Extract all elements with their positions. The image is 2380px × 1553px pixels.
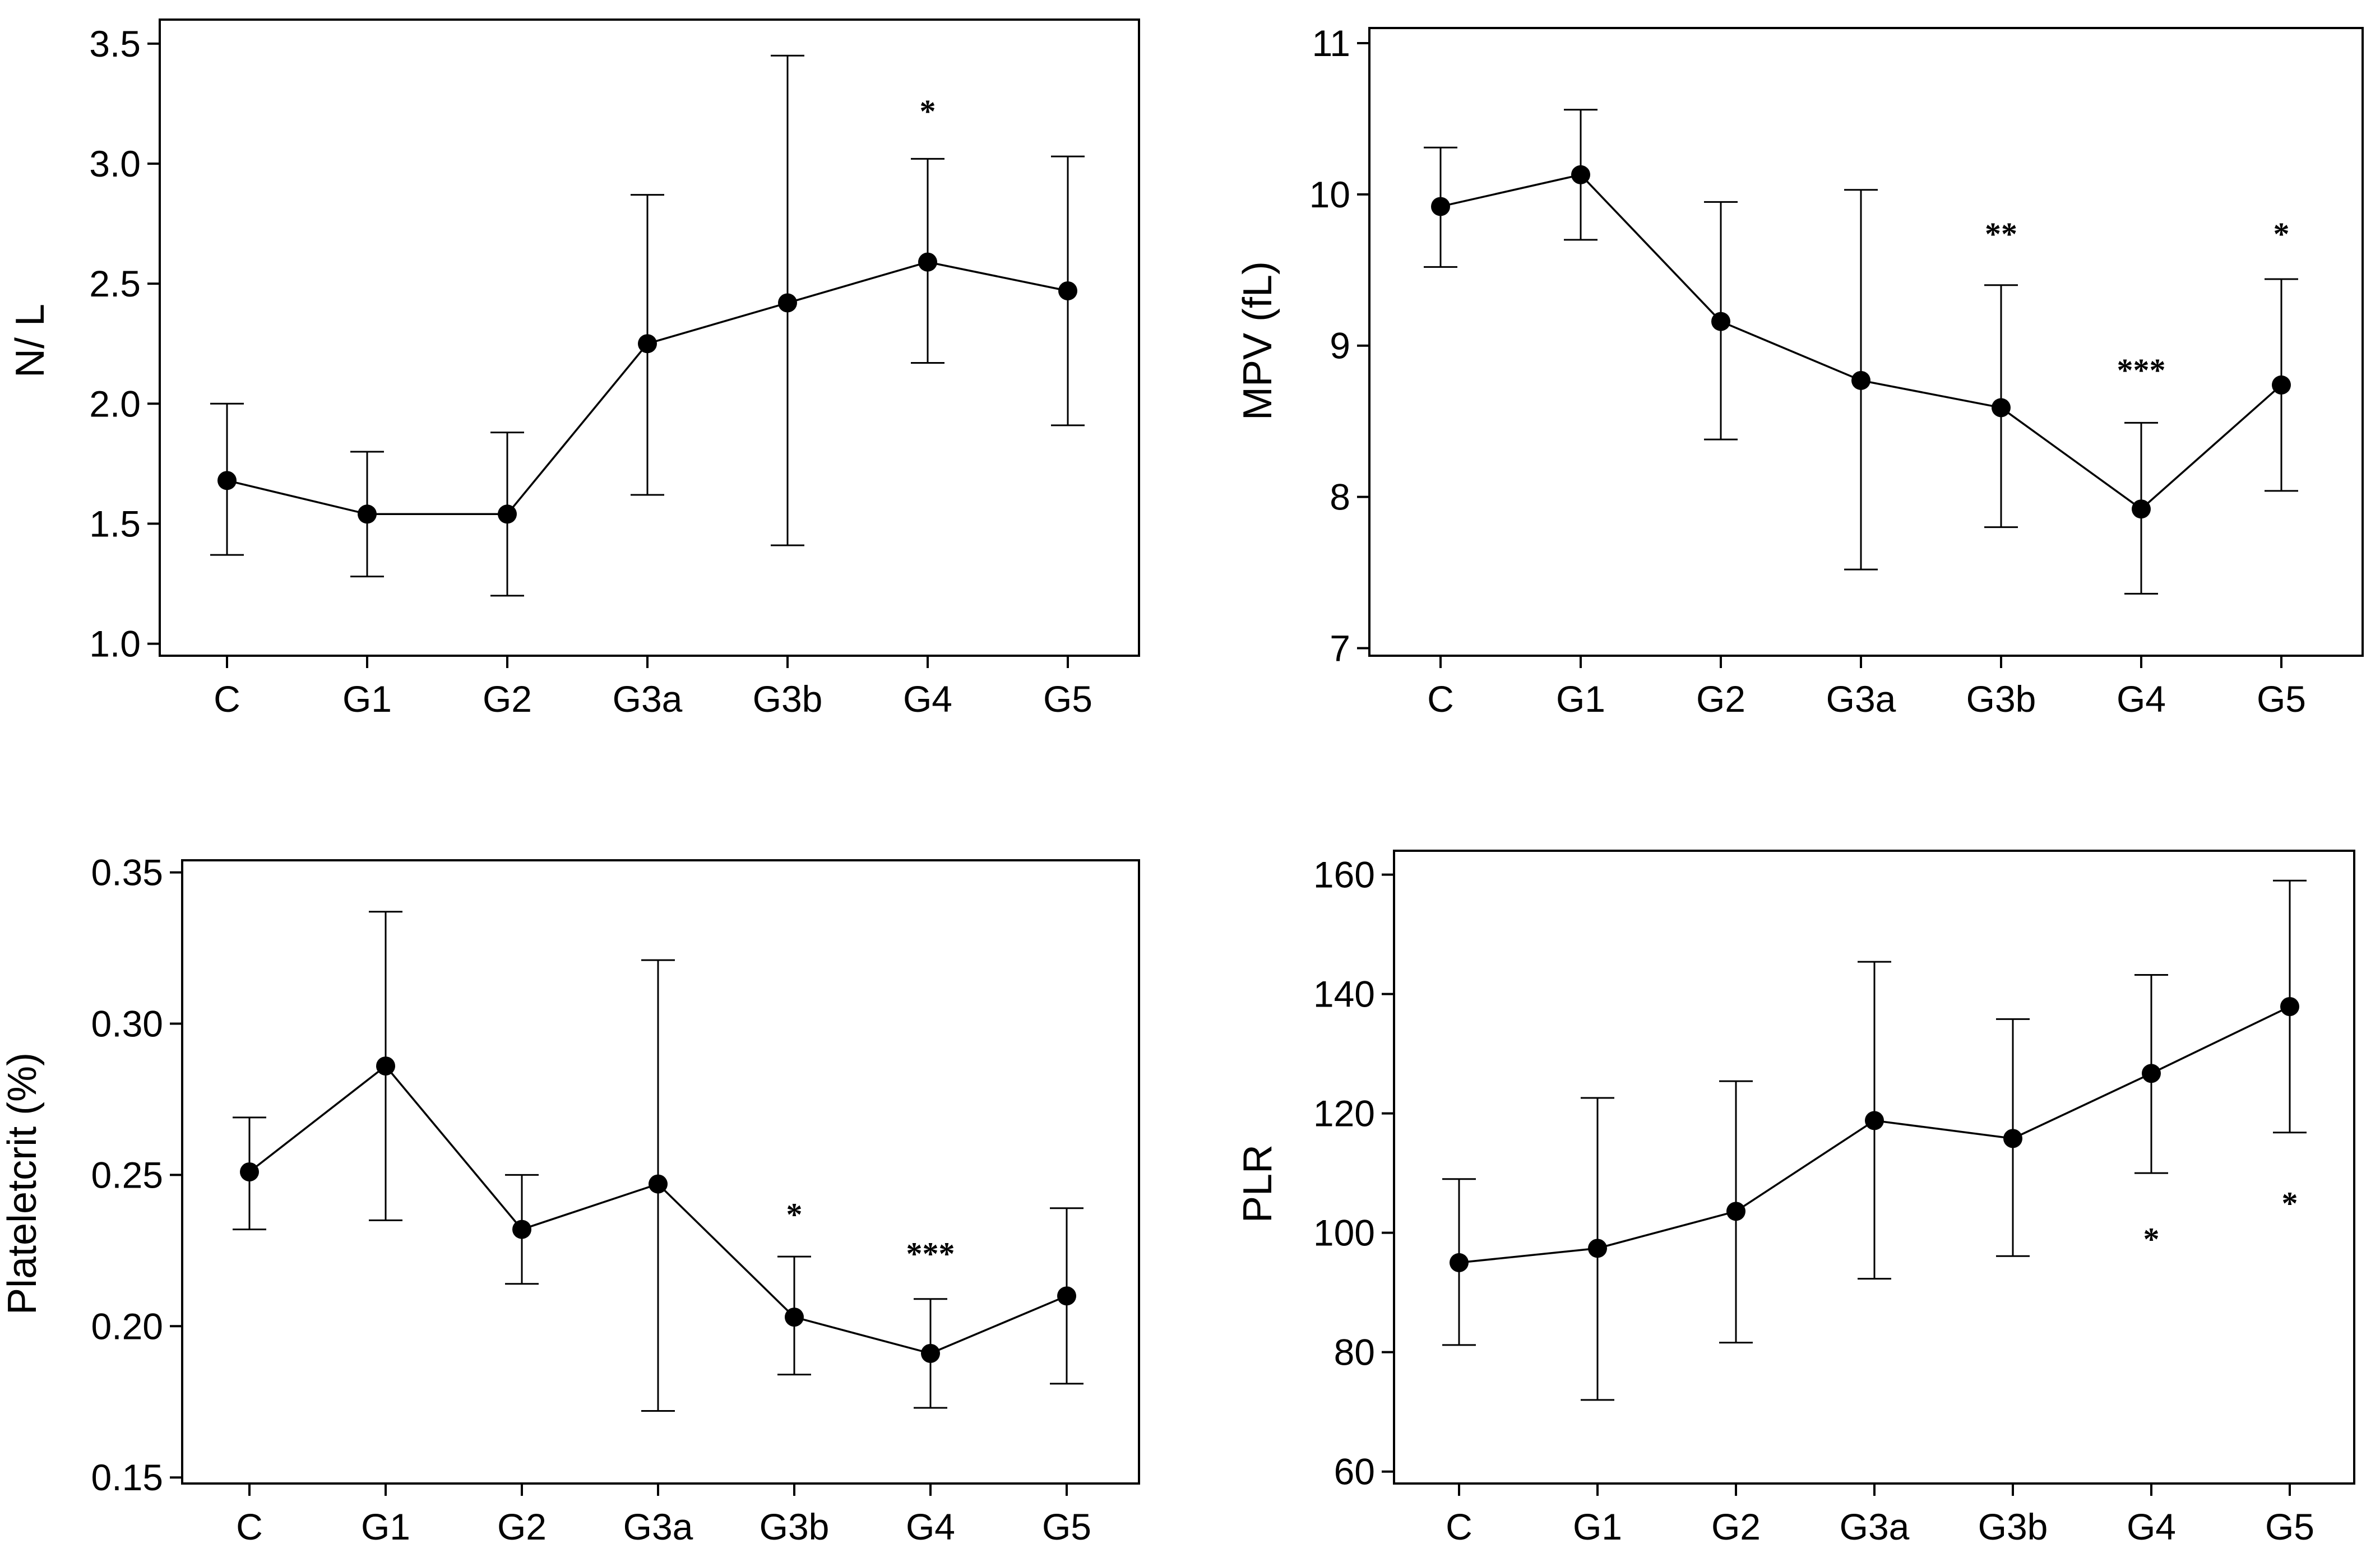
y-tick-label: 1.0 [89,623,141,665]
y-tick-label: 140 [1313,973,1375,1015]
y-tick-label: 0.20 [91,1305,163,1347]
significance-marker-g5: * [2273,216,2290,252]
x-tick-label-g4: G4 [903,678,952,720]
x-tick-label-c: C [1427,678,1454,720]
x-tick-label-g1: G1 [361,1506,410,1547]
plot-frame [181,859,1140,1485]
data-point-g5 [2280,996,2299,1016]
x-tick-label-g2: G2 [1696,678,1745,720]
data-point-g3a [1851,370,1870,390]
data-point-g2 [1711,312,1730,331]
panel-plr-chart: PLR 60 80 100 120 140 160 C G1 G2 G3a G3b G4 G5 * * [1235,850,2355,1547]
y-tick-label: 3.5 [89,23,141,64]
data-point-c [240,1162,259,1181]
y-axis-title: MPV (fL) [1235,261,1280,420]
significance-marker-g3b: * [786,1197,803,1233]
y-axis-title: N/ L [8,304,53,378]
data-point-g3a [1865,1111,1884,1130]
significance-marker-g4: *** [906,1236,955,1272]
significance-marker-g4: *** [2117,352,2166,388]
y-tick-label: 9 [1330,325,1350,367]
x-tick-label-g3b: G3b [1978,1506,2048,1547]
x-tick-label-g2: G2 [483,678,532,720]
y-tick-label: 3.0 [89,143,141,184]
data-point-c [1431,197,1450,216]
data-point-g5 [1058,281,1077,300]
data-point-g4 [918,252,937,272]
x-tick-label-g3a: G3a [623,1506,693,1547]
y-tick-label: 120 [1313,1093,1375,1134]
y-tick-label: 80 [1334,1332,1375,1373]
panel-nl-ratio-chart: N/ L 1.0 1.5 2.0 2.5 3.0 3.5 C G1 G2 G3a G3b G4 G5 * [8,18,1140,720]
data-point-g2 [498,504,517,524]
significance-marker-g3b: ** [1985,216,2017,252]
plot-frame [1368,27,2364,657]
x-tick-label-g3a: G3a [613,678,683,720]
data-point-g1 [358,504,377,524]
y-axis-title: Plateletcrit (%) [0,1053,45,1315]
x-tick-label-g3b: G3b [1966,678,2036,720]
y-axis-title: PLR [1235,1144,1280,1223]
x-tick-label-g2: G2 [1711,1506,1761,1547]
significance-marker-g4: * [2143,1221,2160,1257]
significance-marker-g5: * [2282,1185,2298,1221]
x-tick-label-g3b: G3b [760,1506,830,1547]
data-point-g2 [1726,1202,1745,1221]
x-tick-label-g3a: G3a [1840,1506,1910,1547]
y-tick-label: 0.15 [91,1457,163,1498]
data-point-g3a [638,334,657,354]
data-point-c [217,471,237,490]
y-tick-label: 11 [1312,22,1350,64]
x-tick-label-g3a: G3a [1826,678,1896,720]
plot-frame [159,18,1140,657]
data-point-g5 [2272,375,2291,395]
data-point-g3b [785,1308,804,1327]
x-tick-label-g4: G4 [906,1506,955,1547]
x-tick-label-c: C [236,1506,263,1547]
y-tick-label: 10 [1309,174,1350,215]
y-tick-label: 0.25 [91,1154,163,1195]
x-tick-label-g4: G4 [2127,1506,2176,1547]
y-tick-label: 0.30 [91,1003,163,1044]
data-point-g2 [512,1220,531,1239]
x-tick-label-g1: G1 [342,678,392,720]
data-point-g1 [1588,1239,1607,1258]
y-tick-label: 160 [1313,854,1375,896]
data-point-g3b [778,293,797,313]
y-tick-label: 2.0 [89,383,141,424]
data-point-g4 [921,1343,940,1363]
y-tick-label: 2.5 [89,263,141,304]
x-tick-label-g4: G4 [2117,678,2166,720]
panel-plateletcrit-chart: Plateletcrit (%) 0.15 0.20 0.25 0.30 0.35 C G1… [0,852,1140,1547]
y-tick-label: 8 [1330,476,1350,518]
x-tick-label-g1: G1 [1573,1506,1622,1547]
data-point-g1 [1571,165,1590,184]
x-tick-label-g5: G5 [1042,1506,1091,1547]
x-tick-label-g2: G2 [497,1506,547,1547]
y-tick-label: 100 [1313,1212,1375,1254]
data-point-c [1450,1253,1469,1272]
data-point-g4 [2142,1064,2161,1083]
y-tick-label: 0.35 [91,852,163,893]
significance-marker-g4: * [920,93,936,129]
x-tick-label-g5: G5 [1043,678,1092,720]
x-tick-label-g3b: G3b [753,678,823,720]
x-tick-label-g5: G5 [2257,678,2306,720]
x-tick-label-g5: G5 [2265,1506,2314,1547]
x-tick-label-c: C [214,678,240,720]
data-point-g3b [1992,398,2011,418]
x-tick-label-g1: G1 [1556,678,1605,720]
data-point-g1 [376,1056,395,1076]
y-tick-label: 7 [1330,628,1350,669]
data-point-g5 [1057,1286,1076,1306]
data-point-g3b [2003,1129,2022,1148]
data-point-g4 [2132,499,2151,519]
data-point-g3a [649,1174,668,1194]
y-tick-label: 60 [1334,1451,1375,1492]
x-tick-label-c: C [1446,1506,1473,1547]
y-tick-label: 1.5 [89,503,141,544]
